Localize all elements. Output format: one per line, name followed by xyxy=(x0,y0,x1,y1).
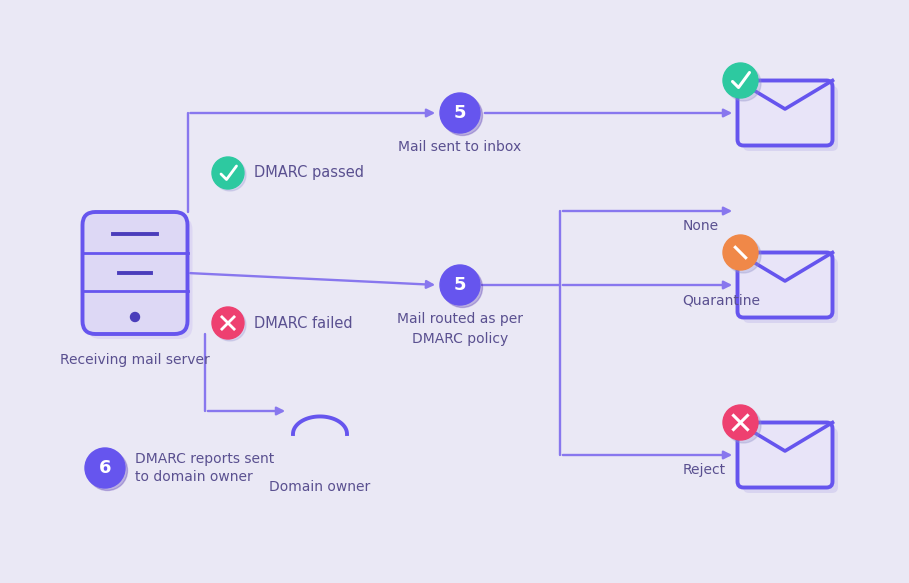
Text: DMARC reports sent
to domain owner: DMARC reports sent to domain owner xyxy=(135,452,275,484)
Circle shape xyxy=(723,405,758,440)
Circle shape xyxy=(440,265,480,305)
Circle shape xyxy=(85,448,125,488)
Text: 5: 5 xyxy=(454,276,466,294)
Circle shape xyxy=(726,408,761,443)
Circle shape xyxy=(214,309,246,341)
Circle shape xyxy=(726,238,761,273)
Circle shape xyxy=(443,268,483,307)
Circle shape xyxy=(212,157,244,189)
Circle shape xyxy=(443,96,483,135)
FancyBboxPatch shape xyxy=(743,86,838,151)
Text: Quarantine: Quarantine xyxy=(683,293,761,307)
Text: DMARC passed: DMARC passed xyxy=(254,166,364,181)
FancyBboxPatch shape xyxy=(737,252,833,318)
Text: Receiving mail server: Receiving mail server xyxy=(60,353,210,367)
Text: Reject: Reject xyxy=(683,463,725,477)
Text: DMARC failed: DMARC failed xyxy=(254,315,353,331)
Circle shape xyxy=(214,159,246,191)
Circle shape xyxy=(726,66,761,101)
Text: 5: 5 xyxy=(454,104,466,122)
Circle shape xyxy=(87,451,127,490)
FancyBboxPatch shape xyxy=(743,258,838,323)
FancyBboxPatch shape xyxy=(737,423,833,487)
Circle shape xyxy=(723,235,758,270)
Text: None: None xyxy=(683,219,719,233)
FancyBboxPatch shape xyxy=(737,80,833,146)
Text: Mail routed as per
DMARC policy: Mail routed as per DMARC policy xyxy=(397,312,523,346)
Circle shape xyxy=(212,307,244,339)
FancyBboxPatch shape xyxy=(83,212,187,334)
Text: Mail sent to inbox: Mail sent to inbox xyxy=(398,140,522,154)
FancyBboxPatch shape xyxy=(87,217,193,339)
Text: Domain owner: Domain owner xyxy=(269,480,371,494)
Text: 6: 6 xyxy=(99,459,111,477)
Circle shape xyxy=(440,93,480,133)
FancyBboxPatch shape xyxy=(743,428,838,493)
Circle shape xyxy=(723,63,758,98)
Circle shape xyxy=(131,312,139,321)
